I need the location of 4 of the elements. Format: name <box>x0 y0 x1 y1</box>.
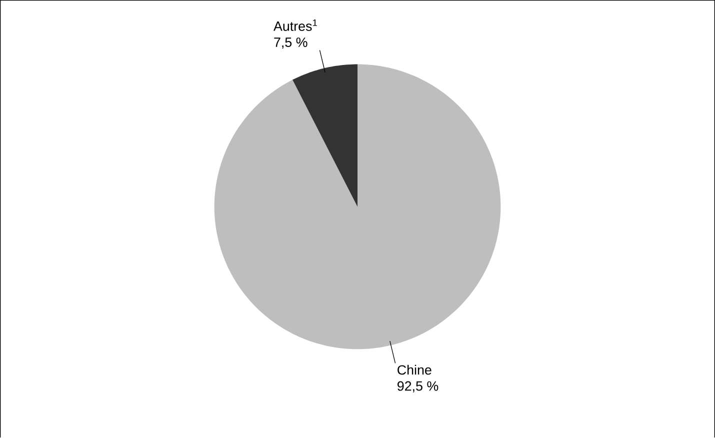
slice-label: Chine <box>398 364 432 375</box>
data-label: 7,5 % <box>274 38 308 49</box>
data-label: 92,5 % <box>398 381 438 392</box>
slice-label: Autres$^{1}$ <box>274 20 317 32</box>
